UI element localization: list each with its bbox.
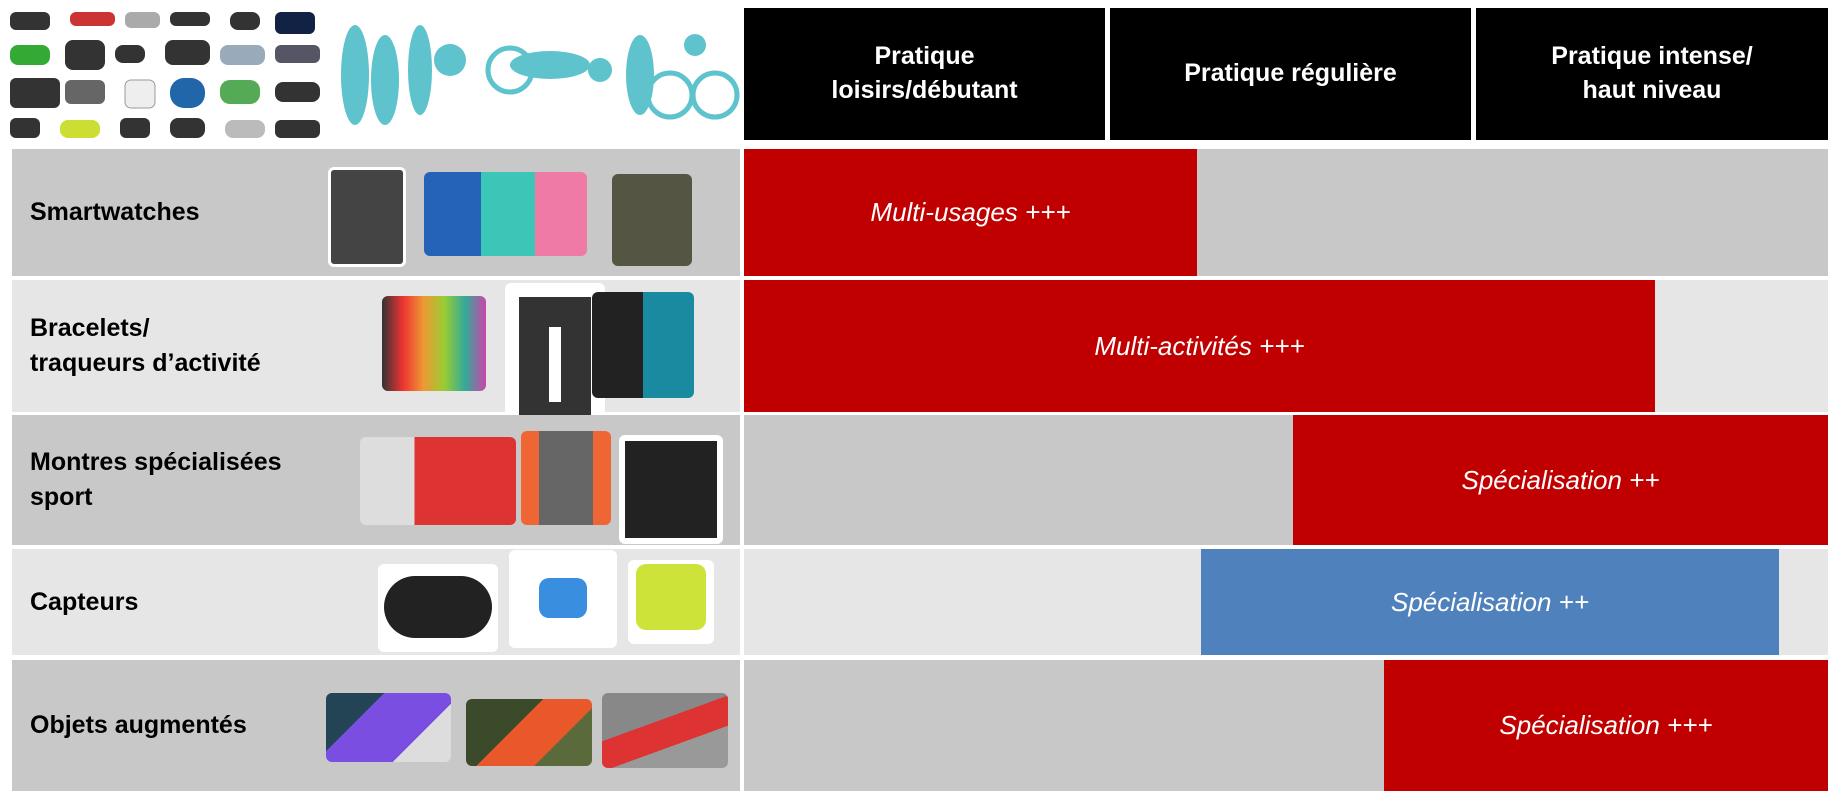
- product-image: [612, 174, 692, 266]
- header-collage: [0, 0, 740, 140]
- product-image: [328, 167, 406, 267]
- product-image: [521, 431, 611, 525]
- usage-bar: Multi-activités +++: [744, 280, 1655, 412]
- row-label: Capteurs: [12, 549, 740, 655]
- product-image: [326, 693, 451, 762]
- product-image: [619, 435, 723, 544]
- product-image: [466, 699, 592, 766]
- column-header: Pratique loisirs/débutant: [744, 8, 1105, 140]
- product-image: [378, 564, 498, 652]
- usage-bar: Spécialisation ++: [1293, 415, 1828, 545]
- usage-bar: Multi-usages +++: [744, 149, 1197, 276]
- product-image: [592, 292, 694, 398]
- product-image: [424, 172, 587, 256]
- column-header: Pratique intense/ haut niveau: [1476, 8, 1828, 140]
- column-header: Pratique régulière: [1110, 8, 1471, 140]
- product-image: [602, 693, 728, 768]
- product-image: [509, 550, 617, 648]
- usage-bar: Spécialisation +++: [1384, 660, 1828, 791]
- product-image: [628, 560, 714, 644]
- usage-bar: Spécialisation ++: [1201, 549, 1779, 655]
- product-image: [360, 437, 516, 525]
- product-image: [382, 296, 486, 391]
